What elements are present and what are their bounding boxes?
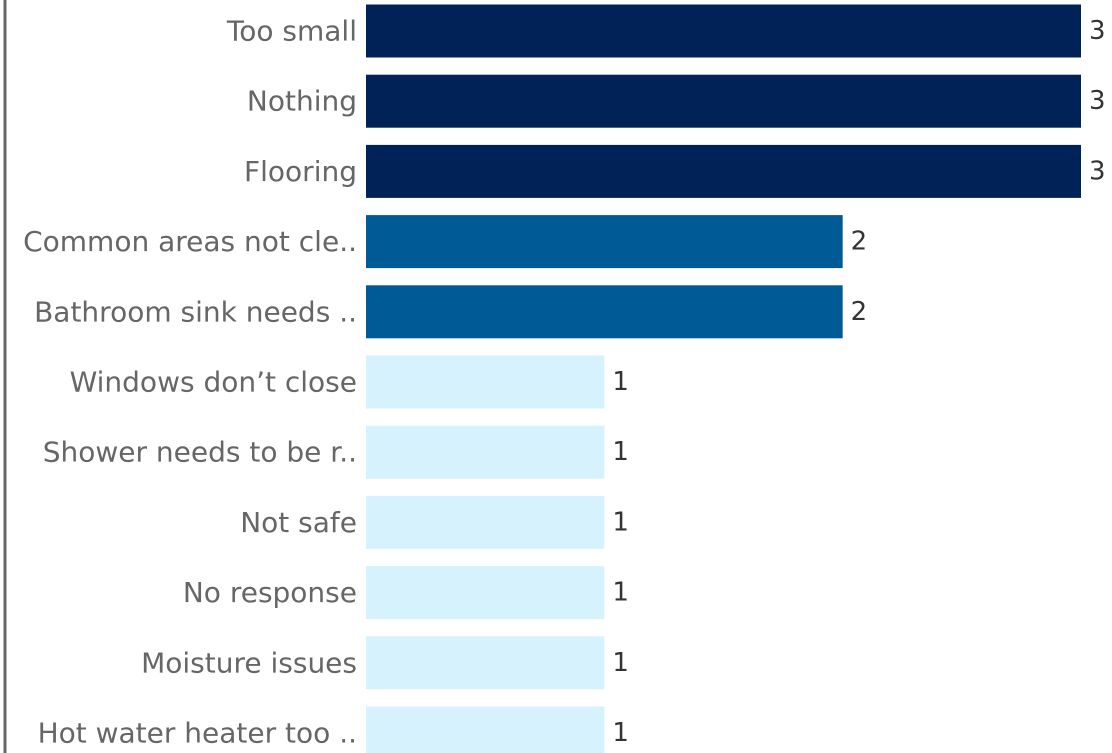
bar <box>366 4 1081 58</box>
value-label: 2 <box>851 227 868 257</box>
value-label: 1 <box>612 367 629 397</box>
bar <box>366 566 605 620</box>
bar <box>366 425 605 479</box>
value-label: 1 <box>612 578 629 608</box>
value-label: 3 <box>1089 156 1106 186</box>
bar <box>366 74 1081 128</box>
value-label: 1 <box>612 718 629 748</box>
category-label: Hot water heater too .. <box>38 717 357 750</box>
category-label: Moisture issues <box>141 646 357 679</box>
category-labels: Too small Nothing Flooring Common areas not… <box>23 15 357 750</box>
category-label: No response <box>183 576 357 609</box>
bar <box>366 215 843 269</box>
category-label: Bathroom sink needs .. <box>34 295 357 328</box>
category-label: Flooring <box>244 155 357 188</box>
category-label: Windows don’t close <box>70 366 357 399</box>
value-label: 1 <box>612 437 629 467</box>
bar <box>366 144 1081 198</box>
bar <box>366 355 605 409</box>
value-label: 1 <box>612 648 629 678</box>
value-label: 3 <box>1089 16 1106 46</box>
value-label: 1 <box>612 507 629 537</box>
value-labels: 3 3 3 2 2 1 1 1 1 1 1 <box>612 16 1105 748</box>
bar <box>366 285 843 339</box>
bar <box>366 706 605 753</box>
category-label: Too small <box>226 15 357 48</box>
category-label: Nothing <box>247 85 357 118</box>
category-label: Common areas not cle.. <box>23 225 357 258</box>
category-label: Shower needs to be r.. <box>43 436 357 469</box>
value-label: 2 <box>851 297 868 327</box>
category-label: Not safe <box>240 506 357 539</box>
bars-group <box>366 4 1081 753</box>
bar <box>366 636 605 690</box>
bar <box>366 495 605 549</box>
value-label: 3 <box>1089 86 1106 116</box>
